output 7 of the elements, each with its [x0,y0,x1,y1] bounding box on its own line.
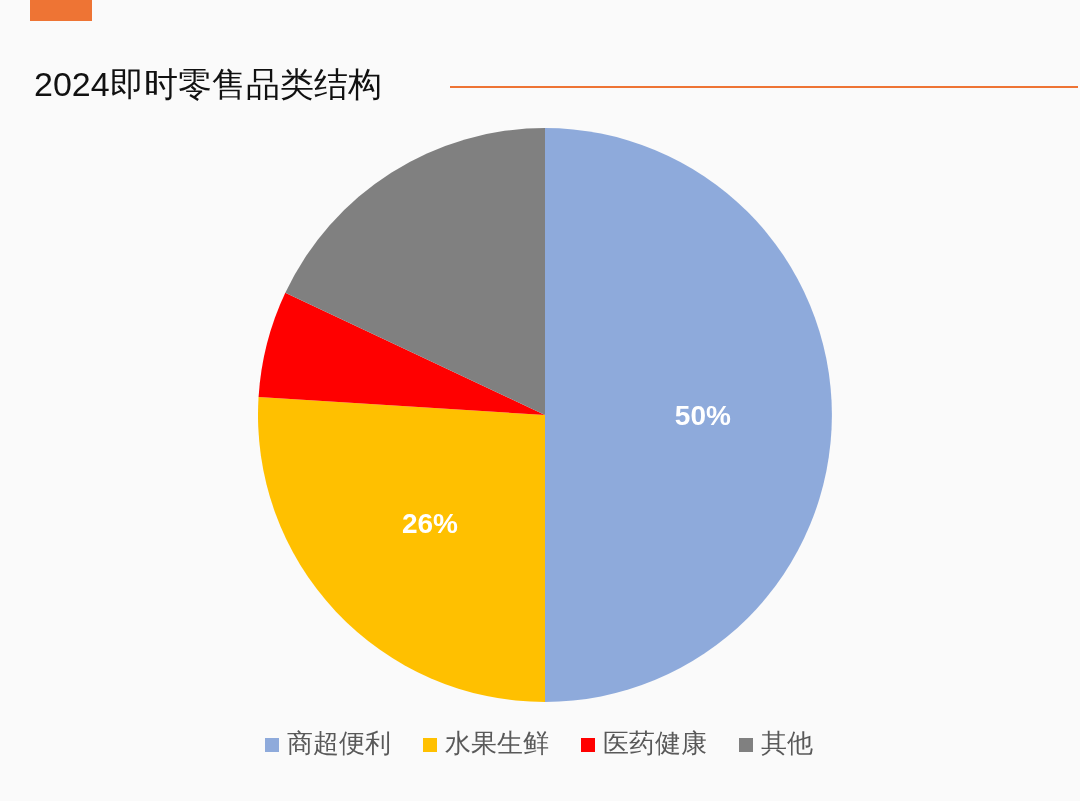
chart-title: 2024即时零售品类结构 [34,65,382,103]
legend-label: 其他 [761,728,813,758]
data-label: 50% [674,400,731,431]
legend-label: 水果生鲜 [445,728,549,758]
legend-label: 医药健康 [603,728,707,758]
data-label: 26% [401,508,459,540]
legend-label: 商超便利 [287,728,391,758]
